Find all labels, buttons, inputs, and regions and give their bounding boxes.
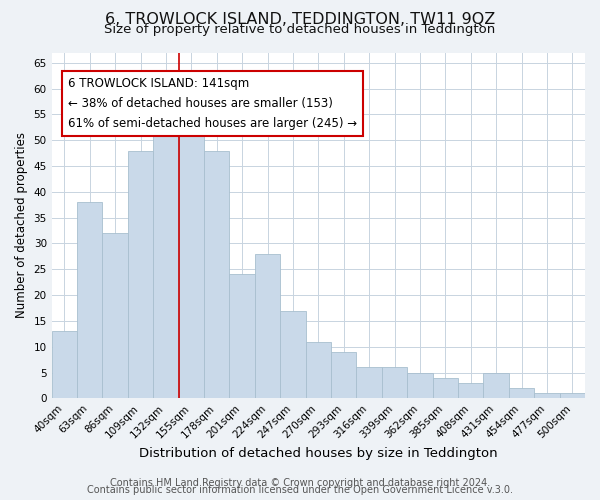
Bar xyxy=(153,120,179,398)
X-axis label: Distribution of detached houses by size in Teddington: Distribution of detached houses by size … xyxy=(139,447,497,460)
Text: Contains public sector information licensed under the Open Government Licence v.: Contains public sector information licen… xyxy=(87,485,513,495)
Bar xyxy=(407,372,433,398)
Bar xyxy=(179,135,204,398)
Bar xyxy=(560,393,585,398)
Bar xyxy=(534,393,560,398)
Y-axis label: Number of detached properties: Number of detached properties xyxy=(15,132,28,318)
Bar xyxy=(103,233,128,398)
Bar xyxy=(356,368,382,398)
Text: Size of property relative to detached houses in Teddington: Size of property relative to detached ho… xyxy=(104,22,496,36)
Bar xyxy=(229,274,255,398)
Bar xyxy=(458,383,484,398)
Bar xyxy=(52,331,77,398)
Bar xyxy=(77,202,103,398)
Bar xyxy=(484,372,509,398)
Text: 6 TROWLOCK ISLAND: 141sqm
← 38% of detached houses are smaller (153)
61% of semi: 6 TROWLOCK ISLAND: 141sqm ← 38% of detac… xyxy=(68,76,357,130)
Bar xyxy=(331,352,356,399)
Bar xyxy=(128,150,153,398)
Text: 6, TROWLOCK ISLAND, TEDDINGTON, TW11 9QZ: 6, TROWLOCK ISLAND, TEDDINGTON, TW11 9QZ xyxy=(105,12,495,26)
Bar xyxy=(305,342,331,398)
Bar xyxy=(255,254,280,398)
Bar xyxy=(204,150,229,398)
Text: Contains HM Land Registry data © Crown copyright and database right 2024.: Contains HM Land Registry data © Crown c… xyxy=(110,478,490,488)
Bar xyxy=(433,378,458,398)
Bar xyxy=(509,388,534,398)
Bar xyxy=(382,368,407,398)
Bar xyxy=(280,310,305,398)
